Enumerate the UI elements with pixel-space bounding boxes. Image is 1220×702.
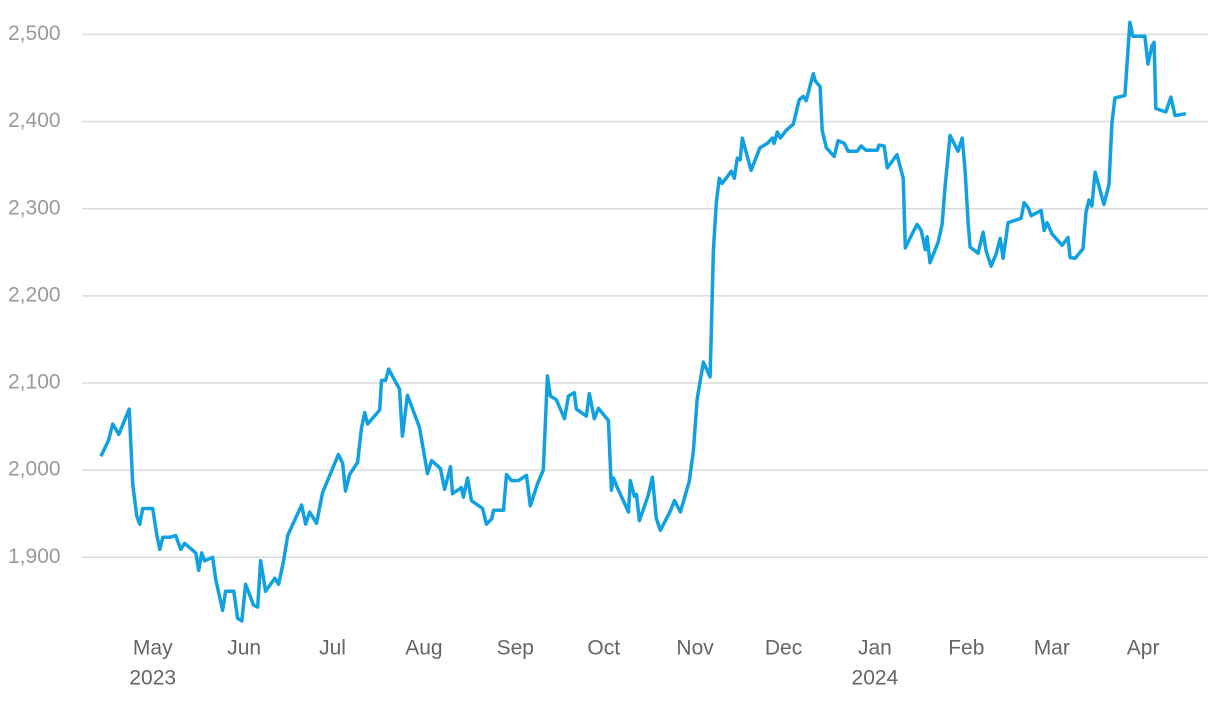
y-tick-label: 2,100 <box>8 371 61 394</box>
x-tick-label: Dec <box>765 637 802 660</box>
y-tick-label: 2,000 <box>8 458 61 481</box>
x-tick-label: Jun <box>227 637 261 660</box>
x-tick-label: Aug <box>405 637 442 660</box>
x-tick-label: May <box>133 637 173 660</box>
x-tick-label: Nov <box>676 637 714 660</box>
x-tick-label: Oct <box>587 637 620 660</box>
y-tick-label: 2,300 <box>8 196 61 219</box>
x-tick-label: Sep <box>497 637 534 660</box>
y-tick-label: 2,200 <box>8 283 61 306</box>
x-tick-label: Jan <box>858 637 892 660</box>
y-tick-label: 1,900 <box>8 545 61 568</box>
x-tick-label: Feb <box>948 637 984 660</box>
x-year-label: 2023 <box>129 667 176 690</box>
price-line <box>99 20 1187 623</box>
x-tick-label: Mar <box>1034 637 1070 660</box>
y-tick-label: 2,400 <box>8 109 61 132</box>
x-year-label: 2024 <box>852 667 899 690</box>
y-tick-label: 2,500 <box>8 22 61 45</box>
x-tick-label: Apr <box>1127 637 1160 660</box>
x-tick-label: Jul <box>319 637 346 660</box>
